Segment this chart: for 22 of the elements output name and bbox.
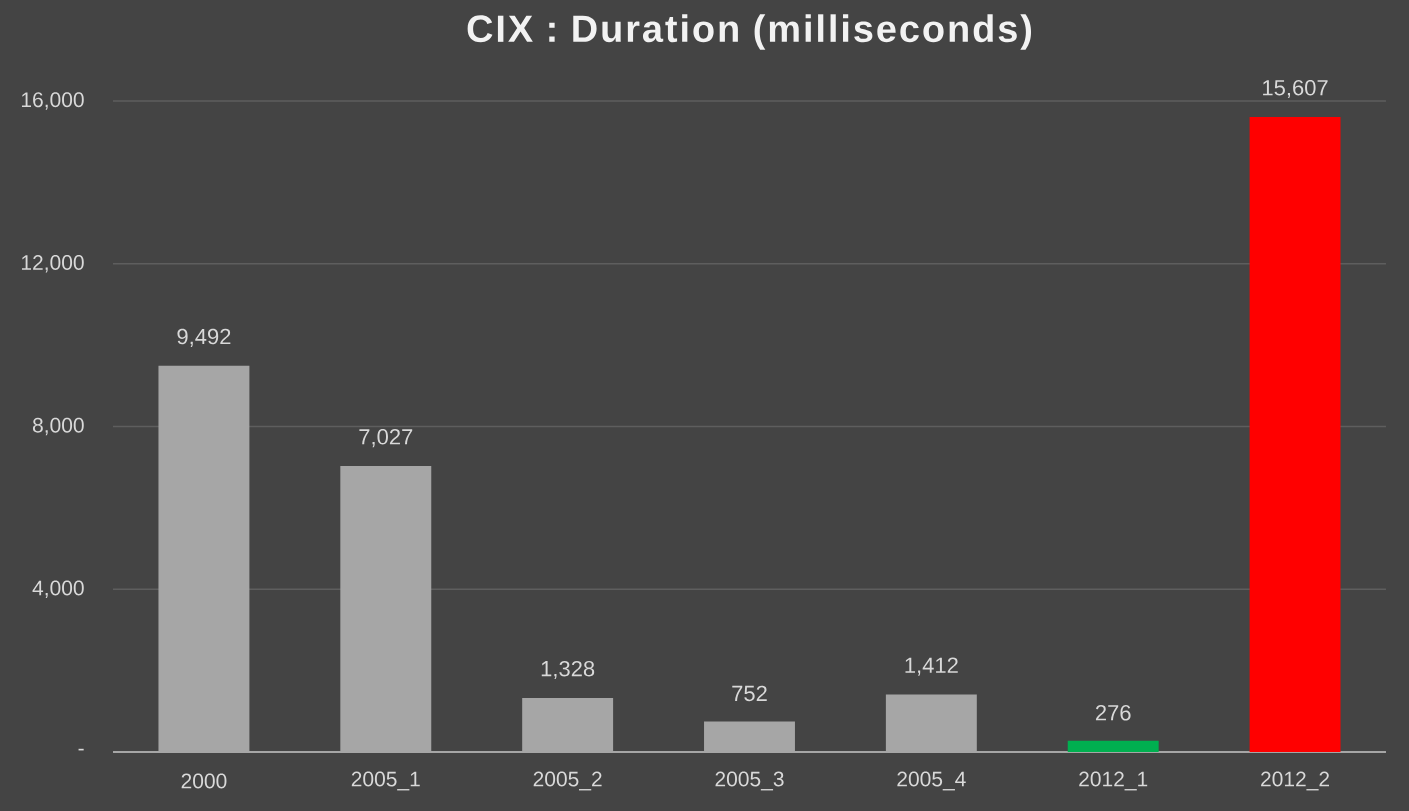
y-tick-label: 12,000 — [21, 255, 84, 273]
x-tick-label: 2005_4 — [897, 771, 966, 791]
y-tick-label: - — [78, 748, 84, 751]
data-label: 752 — [732, 685, 767, 702]
x-tick-label: 2005_2 — [533, 771, 602, 791]
data-label: 7,027 — [359, 429, 413, 448]
data-label: 9,492 — [177, 328, 231, 347]
x-tick-label: 2000 — [181, 773, 227, 789]
x-tick-label: 2012_2 — [1261, 771, 1329, 791]
data-label: 1,412 — [905, 657, 958, 676]
x-tick-label: 2005_1 — [351, 771, 420, 791]
chart-title: CIX : Duration (milliseconds) — [467, 14, 1032, 50]
y-tick-label: 8,000 — [32, 417, 84, 436]
y-tick-label: 16,000 — [21, 92, 84, 110]
data-label: 15,607 — [1263, 79, 1328, 99]
data-label: 276 — [1095, 705, 1131, 721]
y-tick-label: 4,000 — [32, 580, 84, 598]
x-tick-label: 2005_3 — [715, 771, 784, 791]
bar — [1067, 740, 1159, 752]
bar — [1249, 116, 1341, 752]
data-label: 1,328 — [541, 660, 595, 680]
x-tick-label: 2012_1 — [1079, 771, 1148, 791]
